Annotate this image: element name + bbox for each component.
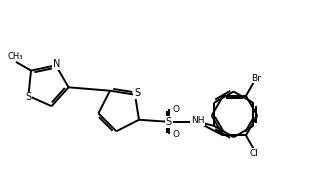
Text: O: O xyxy=(172,105,179,114)
Text: S: S xyxy=(166,117,172,127)
Text: NH: NH xyxy=(191,116,204,125)
Text: O: O xyxy=(172,130,179,139)
Text: S: S xyxy=(134,89,140,98)
Text: N: N xyxy=(53,59,60,69)
Text: Br: Br xyxy=(251,74,261,82)
Text: S: S xyxy=(25,92,31,103)
Text: Cl: Cl xyxy=(249,149,258,158)
Text: CH₃: CH₃ xyxy=(7,51,23,61)
